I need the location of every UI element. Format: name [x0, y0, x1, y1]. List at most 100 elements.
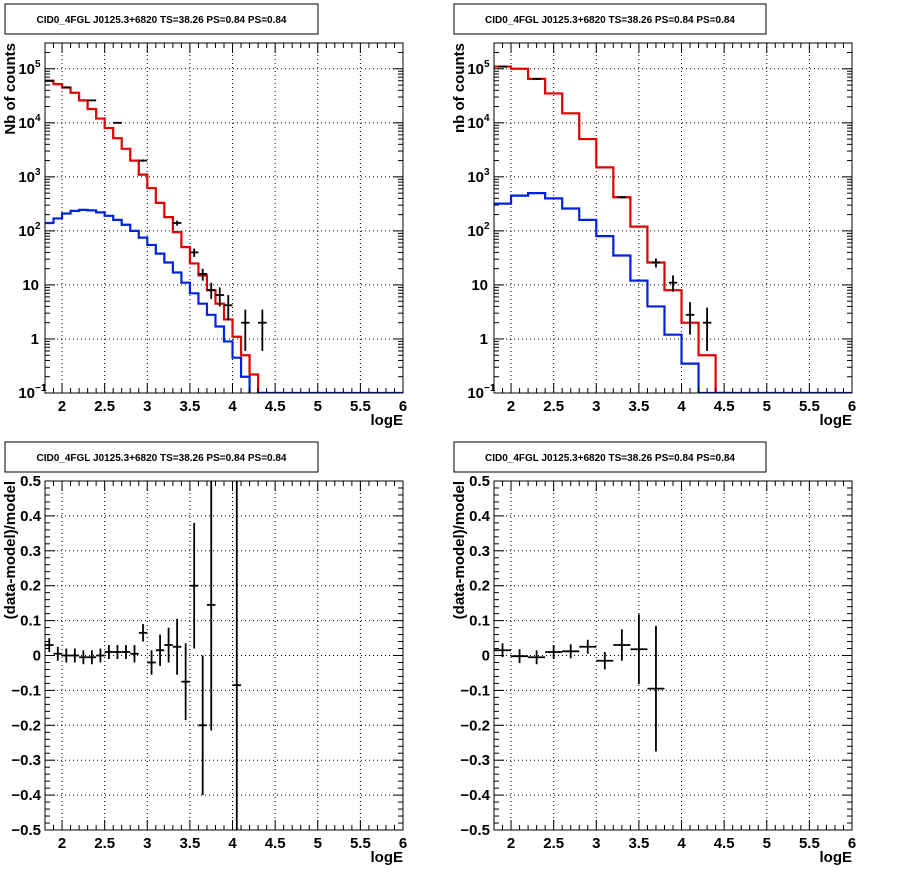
data-point	[668, 275, 678, 292]
x-tick-label: 2.5	[94, 398, 115, 415]
data-point	[241, 309, 250, 351]
data-point	[62, 648, 71, 663]
x-tick-label: 6	[399, 835, 407, 852]
x-tick-label: 5.5	[350, 835, 371, 852]
data-point	[181, 643, 190, 721]
data-point	[113, 121, 122, 124]
x-axis-title: logE	[820, 849, 853, 866]
data-point	[62, 86, 71, 89]
data-point	[113, 645, 122, 659]
y-tick-label: 1	[31, 331, 39, 348]
y-tick-label: 0.3	[20, 543, 41, 560]
y-axis-ticks	[45, 480, 403, 831]
data-point	[232, 481, 242, 830]
y-tick-exponent: 3	[484, 167, 490, 178]
y-axis-ticks	[494, 42, 852, 394]
source-model-line	[45, 208, 403, 393]
data-point	[198, 655, 207, 796]
y-tick-exponent: 3	[35, 167, 41, 178]
data-point	[53, 646, 63, 661]
data-point	[147, 650, 156, 675]
data-point	[121, 645, 131, 659]
y-tick-label: 10	[18, 385, 35, 402]
y-tick-label: 10	[467, 385, 484, 402]
data-point	[258, 309, 267, 351]
y-tick-label: 10	[471, 277, 488, 294]
plot-frame	[493, 42, 853, 394]
y-axis-title: (data-model)/model	[2, 481, 19, 619]
data-point	[224, 295, 233, 321]
data-point	[206, 481, 216, 731]
y-tick-label: 10	[467, 115, 484, 132]
total-model-line	[494, 65, 734, 393]
x-axis-title: logE	[371, 849, 404, 866]
x-tick-label: 3.5	[179, 398, 200, 415]
data-point	[651, 258, 661, 268]
x-tick-label: 3	[592, 398, 600, 415]
y-tick-exponent: 4	[35, 113, 41, 124]
x-tick-label: 2.5	[543, 398, 564, 415]
y-tick-label: −0.4	[11, 787, 41, 804]
x-axis-ticks	[493, 481, 853, 830]
chart-title: CID0_4FGL J0125.3+6820 TS=38.26 PS=0.84 …	[37, 453, 287, 464]
title-box	[4, 3, 319, 35]
data-point	[138, 624, 148, 642]
y-tick-exponent: 5	[484, 59, 490, 70]
x-tick-label: 3.5	[179, 835, 200, 852]
data-point	[130, 645, 139, 663]
data-point	[647, 625, 665, 752]
data-point	[215, 287, 224, 307]
y-tick-exponent: 2	[35, 221, 41, 232]
data-point	[528, 650, 546, 665]
data-point	[596, 652, 614, 670]
x-tick-label: 2.5	[94, 835, 115, 852]
data-point	[494, 643, 512, 658]
data-point	[630, 614, 648, 685]
y-tick-exponent: 4	[484, 113, 490, 124]
y-tick-label: −0.1	[11, 682, 41, 699]
x-tick-label: 5	[763, 398, 771, 415]
data-point	[579, 639, 597, 654]
data-point	[45, 638, 54, 653]
data-point	[164, 627, 173, 663]
y-tick-label: 10	[18, 115, 35, 132]
panel-bottom-left: 2 2.5 3 3.5 4 4.5 5 5.5 6 −0.5 −0.4 −0.3 −0.2 −0.1 0 0.…	[2, 441, 407, 866]
y-tick-label: 10	[22, 277, 39, 294]
data-point	[198, 268, 207, 281]
y-tick-label: −0.5	[11, 822, 41, 839]
grid-lines	[494, 43, 852, 393]
series-group	[494, 614, 665, 752]
data-point	[155, 634, 165, 666]
y-tick-label: 0.2	[20, 578, 41, 595]
x-tick-label: 3	[143, 398, 151, 415]
x-tick-label: 3	[592, 835, 600, 852]
y-tick-label: 0.1	[469, 613, 490, 630]
y-tick-label: 0.1	[20, 613, 41, 630]
data-point	[189, 522, 199, 649]
y-tick-exponent: 5	[35, 59, 41, 70]
total-model-line	[45, 79, 268, 393]
y-axis-ticks	[494, 480, 852, 831]
y-tick-label: 10	[467, 223, 484, 240]
x-tick-label: 4	[228, 398, 237, 415]
x-axis-title: logE	[820, 412, 853, 429]
x-tick-label: 3.5	[628, 398, 649, 415]
y-tick-label: −0.2	[11, 717, 41, 734]
y-tick-label: −0.4	[460, 787, 490, 804]
x-axis-ticks	[44, 43, 404, 393]
data-point	[617, 196, 627, 199]
data-point	[104, 645, 114, 659]
y-tick-label: −0.5	[460, 822, 490, 839]
y-tick-label: −0.3	[11, 752, 41, 769]
y-tick-label: 0	[33, 648, 41, 665]
x-tick-label: 5	[314, 398, 322, 415]
x-tick-label: 2	[507, 835, 515, 852]
x-tick-label: 5.5	[799, 835, 820, 852]
x-axis-ticks	[44, 481, 404, 830]
grid-lines	[494, 481, 852, 830]
x-tick-label: 3	[143, 835, 151, 852]
data-point	[613, 629, 631, 661]
x-tick-label: 6	[399, 398, 407, 415]
title-box	[453, 441, 767, 473]
